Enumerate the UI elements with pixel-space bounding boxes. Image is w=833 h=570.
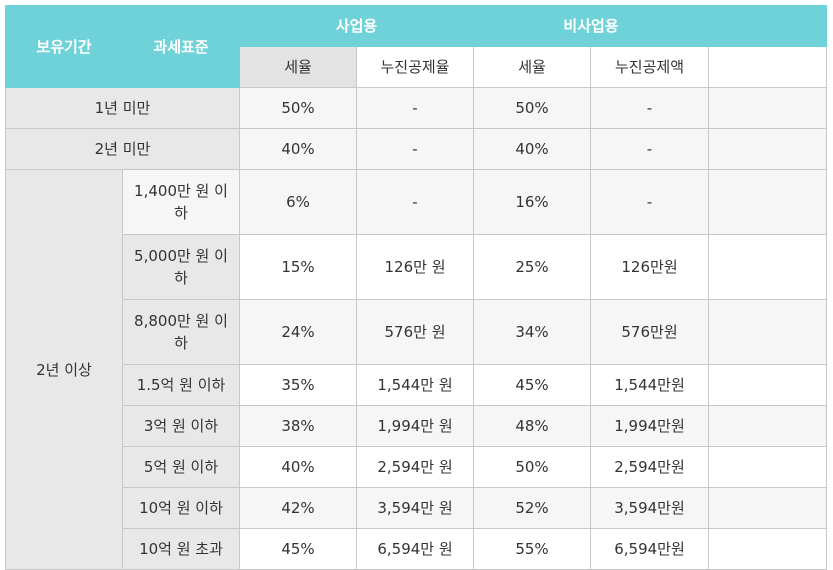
business-deduction-cell: 576만 원: [356, 299, 474, 365]
period-cell: 1년 미만: [5, 87, 240, 129]
non-business-rate-cell: 45%: [473, 364, 591, 406]
table-row: 8,800만 원 이하 24% 576만 원 34% 576만원: [6, 299, 828, 365]
table-row: 10억 원 초과 45% 6,594만 원 55% 6,594만원: [6, 528, 828, 570]
non-business-rate-cell: 50%: [473, 446, 591, 488]
non-business-deduction-cell: 1,994만원: [589, 405, 710, 447]
non-business-rate-cell: 48%: [473, 405, 591, 447]
tax-base-cell: 10억 원 이하: [122, 487, 240, 529]
business-deduction-cell: 3,594만 원: [356, 487, 474, 529]
non-business-deduction-cell: 576만원: [589, 299, 710, 365]
business-rate-cell: 42%: [239, 487, 357, 529]
tax-base-cell: 5,000만 원 이하: [122, 234, 240, 300]
non-business-deduction-cell: -: [589, 169, 710, 235]
non-business-rate-cell: 34%: [473, 299, 591, 365]
blank-cell: [708, 528, 828, 570]
non-business-deduction-cell: 1,544만원: [589, 364, 710, 406]
table-row: 2년 이상 1,400만 원 이하 6% - 16% -: [5, 169, 828, 570]
tax-base-cell: 8,800만 원 이하: [122, 299, 240, 365]
business-rate-cell: 50%: [239, 87, 357, 129]
period-cell: 2년 미만: [5, 128, 240, 170]
tax-base-cell: 3억 원 이하: [122, 405, 240, 447]
business-rate-cell: 38%: [239, 405, 357, 447]
table-row: 2년 미만 40% - 40% -: [5, 128, 828, 170]
business-deduction-cell: 1,544만 원: [356, 364, 474, 406]
blank-cell: [708, 234, 828, 300]
business-rate-cell: 40%: [239, 128, 357, 170]
header-business-rate: 세율: [239, 46, 357, 88]
tax-base-cell: 10억 원 초과: [122, 528, 240, 570]
non-business-deduction-cell: 2,594만원: [589, 446, 710, 488]
business-deduction-cell: 126만 원: [356, 234, 474, 300]
tax-rate-table: 보유기간 과세표준 사업용 비사업용 세율 누진공제율 세율 누진공제액 1년 …: [5, 5, 828, 570]
header-business-progressive-rate: 누진공제율: [356, 46, 474, 88]
non-business-deduction-cell: -: [589, 128, 710, 170]
table-row: 10억 원 이하 42% 3,594만 원 52% 3,594만원: [6, 487, 828, 529]
non-business-rate-cell: 40%: [473, 128, 591, 170]
header-tax-base: 과세표준: [122, 5, 240, 88]
table-row: 1.5억 원 이하 35% 1,544만 원 45% 1,544만원: [6, 364, 828, 406]
tax-base-cell: 1,400만 원 이하: [122, 169, 240, 235]
business-rate-cell: 35%: [239, 364, 357, 406]
tax-base-cell: 1.5억 원 이하: [122, 364, 240, 406]
table-row: 5,000만 원 이하 15% 126만 원 25% 126만원: [6, 234, 828, 300]
blank-cell: [708, 364, 828, 406]
business-rate-cell: 45%: [239, 528, 357, 570]
non-business-rate-cell: 16%: [473, 169, 591, 235]
non-business-rate-cell: 25%: [473, 234, 591, 300]
blank-cell: [708, 405, 828, 447]
business-deduction-cell: 2,594만 원: [356, 446, 474, 488]
header-period: 보유기간: [5, 5, 123, 88]
non-business-rate-cell: 50%: [473, 87, 591, 129]
non-business-deduction-cell: 126만원: [589, 234, 710, 300]
header-non-business: 비사업용: [472, 5, 710, 47]
business-deduction-cell: -: [356, 87, 474, 129]
blank-cell: [708, 87, 828, 129]
blank-cell: [708, 487, 828, 529]
business-rate-cell: 24%: [239, 299, 357, 365]
non-business-rate-cell: 52%: [473, 487, 591, 529]
table-row: 3억 원 이하 38% 1,994만 원 48% 1,994만원: [6, 405, 828, 447]
non-business-deduction-cell: 3,594만원: [589, 487, 710, 529]
business-deduction-cell: -: [356, 128, 474, 170]
blank-cell: [708, 299, 828, 365]
table-row: 5억 원 이하 40% 2,594만 원 50% 2,594만원: [6, 446, 828, 488]
non-business-deduction-cell: 6,594만원: [589, 528, 710, 570]
business-rate-cell: 15%: [239, 234, 357, 300]
business-rate-cell: 40%: [239, 446, 357, 488]
business-rate-cell: 6%: [239, 169, 357, 235]
business-deduction-cell: 1,994만 원: [356, 405, 474, 447]
non-business-deduction-cell: -: [589, 87, 710, 129]
header-blank: [708, 5, 828, 47]
header-non-business-progressive-amount: 누진공제액: [589, 46, 710, 88]
business-deduction-cell: 6,594만 원: [356, 528, 474, 570]
blank-cell: [708, 128, 828, 170]
tax-base-cell: 5억 원 이하: [122, 446, 240, 488]
table-row: 1년 미만 50% - 50% -: [5, 87, 828, 129]
header-business: 사업용: [239, 5, 474, 47]
header-non-business-rate: 세율: [473, 46, 591, 88]
blank-cell: [708, 446, 828, 488]
header-extra-blank: [708, 46, 828, 88]
blank-cell: [708, 169, 828, 235]
business-deduction-cell: -: [356, 169, 474, 235]
period-cell: 2년 이상: [5, 169, 123, 570]
non-business-rate-cell: 55%: [473, 528, 591, 570]
